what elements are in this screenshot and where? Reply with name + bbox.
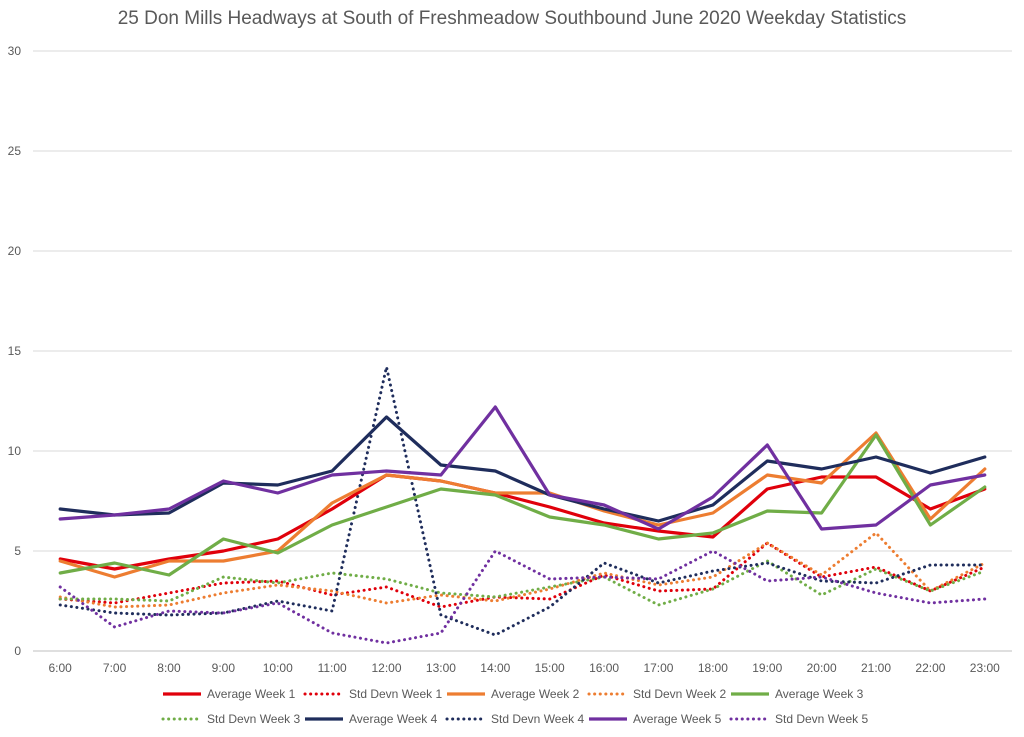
x-tick-label: 18:00 (698, 661, 728, 675)
legend-label: Std Devn Week 5 (775, 712, 868, 726)
x-tick-label: 6:00 (49, 661, 73, 675)
legend: Average Week 1 Std Devn Week 1 Average Wee… (161, 687, 868, 726)
series-line-std-devn-week-5 (58, 549, 987, 645)
legend-label: Average Week 1 (207, 687, 296, 701)
x-tick-label: 13:00 (426, 661, 456, 675)
y-tick-label: 0 (14, 644, 21, 658)
legend-label: Average Week 2 (491, 687, 580, 701)
legend-item: Average Week 3 (731, 687, 864, 701)
series-line-average-week-3 (58, 433, 987, 577)
series-line-std-devn-week-2 (58, 531, 987, 609)
x-tick-label: 19:00 (752, 661, 782, 675)
legend-item: Std Devn Week 2 (587, 687, 726, 701)
x-tick-label: 10:00 (263, 661, 293, 675)
legend-item: Std Devn Week 1 (303, 687, 442, 701)
legend-item: Std Devn Week 4 (445, 712, 584, 726)
series-line-std-devn-week-3 (58, 559, 987, 607)
y-tick-label: 5 (14, 544, 21, 558)
x-tick-label: 21:00 (861, 661, 891, 675)
legend-label: Average Week 3 (775, 687, 864, 701)
x-tick-label: 17:00 (643, 661, 673, 675)
series-line-std-devn-week-1 (58, 541, 987, 609)
series-lines (58, 365, 987, 645)
legend-item: Average Week 1 (163, 687, 296, 701)
x-tick-label: 22:00 (915, 661, 945, 675)
legend-label: Std Devn Week 3 (207, 712, 300, 726)
x-tick-label: 8:00 (157, 661, 181, 675)
legend-item: Average Week 4 (305, 712, 438, 726)
legend-item: Average Week 5 (589, 712, 722, 726)
legend-item: Std Devn Week 5 (729, 712, 868, 726)
x-tick-label: 12:00 (372, 661, 402, 675)
series-line-average-week-4 (58, 415, 987, 523)
x-tick-label: 14:00 (480, 661, 510, 675)
y-tick-label: 10 (8, 444, 22, 458)
legend-label: Average Week 4 (349, 712, 438, 726)
series-line-average-week-2 (58, 431, 987, 579)
series-line-average-week-5 (58, 405, 987, 531)
y-tick-label: 15 (8, 344, 22, 358)
series-line-average-week-1 (58, 473, 987, 571)
x-tick-label: 16:00 (589, 661, 619, 675)
legend-item: Average Week 2 (447, 687, 580, 701)
x-tick-label: 23:00 (970, 661, 1000, 675)
y-tick-label: 30 (8, 44, 22, 58)
legend-label: Std Devn Week 4 (491, 712, 584, 726)
y-tick-label: 25 (8, 144, 22, 158)
x-tick-label: 7:00 (103, 661, 127, 675)
chart-title: 25 Don Mills Headways at South of Freshm… (117, 8, 907, 29)
legend-label: Std Devn Week 2 (633, 687, 726, 701)
legend-label: Std Devn Week 1 (349, 687, 442, 701)
axis-labels: 0 5 10 15 20 25 30 6:00 7:00 8:00 9:00 10:00 11:00 12… (8, 44, 1001, 675)
legend-label: Average Week 5 (633, 712, 722, 726)
x-tick-label: 20:00 (807, 661, 837, 675)
x-tick-label: 9:00 (212, 661, 236, 675)
series-line-std-devn-week-4 (58, 365, 987, 637)
legend-item: Std Devn Week 3 (161, 712, 300, 726)
x-tick-label: 15:00 (535, 661, 565, 675)
x-tick-label: 11:00 (318, 661, 347, 675)
y-tick-label: 20 (8, 244, 22, 258)
